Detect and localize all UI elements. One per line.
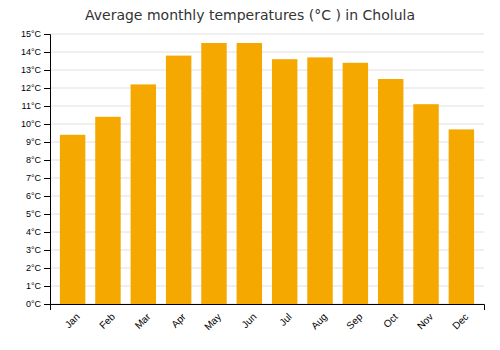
bar — [343, 63, 368, 304]
x-tick-label: May — [202, 311, 223, 332]
x-tick: Sep — [344, 311, 365, 332]
x-tick-label: Mar — [133, 311, 153, 331]
y-tick: 1°C — [26, 281, 50, 291]
bar — [131, 84, 156, 304]
x-tick-label: Aug — [309, 311, 329, 331]
bar — [60, 135, 85, 304]
grid-line — [50, 52, 484, 53]
y-tick-mark — [44, 268, 50, 269]
y-tick-label: 7°C — [26, 173, 42, 183]
y-tick: 6°C — [26, 191, 50, 201]
x-tick-label: Apr — [169, 311, 188, 330]
y-tick-mark — [44, 250, 50, 251]
y-tick-mark — [44, 232, 50, 233]
y-tick: 3°C — [26, 245, 50, 255]
y-tick-label: 1°C — [26, 281, 42, 291]
x-tick: Mar — [133, 311, 153, 331]
y-tick: 13°C — [21, 65, 50, 75]
y-tick: 14°C — [21, 47, 50, 57]
y-tick-mark — [44, 178, 50, 179]
x-tick-label: Nov — [415, 311, 435, 331]
x-tick-label: Dec — [450, 311, 470, 331]
y-tick-mark — [44, 286, 50, 287]
x-axis-line — [51, 305, 485, 311]
y-tick: 7°C — [26, 173, 50, 183]
y-tick: 10°C — [21, 119, 50, 129]
y-tick-mark — [44, 214, 50, 215]
y-tick: 5°C — [26, 209, 50, 219]
y-tick-label: 2°C — [26, 263, 42, 273]
bars — [60, 43, 474, 304]
bar — [307, 57, 332, 304]
y-tick-label: 11°C — [22, 101, 42, 111]
grid-line — [50, 70, 484, 71]
y-tick-mark — [44, 34, 50, 35]
y-tick-mark — [44, 160, 50, 161]
grid-line — [50, 88, 484, 89]
x-tick-label: Sep — [344, 311, 365, 332]
x-tick: Nov — [415, 311, 435, 331]
x-axis: Jan Feb Mar Apr May Jun Jul Aug Sep Oct Nov Dec — [51, 305, 485, 333]
y-tick-label: 5°C — [26, 209, 42, 219]
x-tick: May — [202, 311, 223, 332]
y-tick: 4°C — [26, 227, 50, 237]
x-tick: Jul — [277, 311, 294, 328]
y-tick-label: 9°C — [26, 137, 42, 147]
y-tick: 12°C — [21, 83, 50, 93]
y-tick-label: 0°C — [26, 299, 42, 309]
bar — [413, 104, 438, 304]
bar — [166, 56, 191, 304]
y-tick-label: 10°C — [21, 119, 42, 129]
x-tick: Aug — [309, 311, 329, 331]
x-tick-label: Jun — [239, 311, 258, 330]
x-tick: Dec — [450, 311, 470, 331]
grid-line — [50, 34, 484, 35]
bar — [449, 129, 474, 304]
x-tick-label: Oct — [381, 311, 400, 330]
x-tick: Jan — [63, 311, 82, 330]
y-tick-mark — [44, 70, 50, 71]
y-tick-mark — [44, 106, 50, 107]
x-tick: Jun — [239, 311, 258, 330]
x-tick-label: Jan — [63, 311, 82, 330]
y-axis: 0°C 1°C 2°C 3°C 4°C 5°C 6°C 7°C 8°C 9°C 10°C 11°C 12… — [21, 29, 51, 309]
x-tick-label: Jul — [277, 311, 294, 328]
y-tick-label: 14°C — [21, 47, 42, 57]
y-tick-label: 3°C — [26, 245, 42, 255]
y-tick-label: 6°C — [26, 191, 42, 201]
y-tick-label: 12°C — [21, 83, 42, 93]
x-tick: Oct — [381, 311, 400, 330]
y-tick: 0°C — [26, 299, 50, 309]
x-tick: Feb — [97, 311, 117, 331]
plot: 0°C 1°C 2°C 3°C 4°C 5°C 6°C 7°C 8°C 9°C 10°C 11°C 12… — [21, 29, 485, 332]
y-tick-mark — [44, 52, 50, 53]
bar — [95, 117, 120, 304]
x-tick: Apr — [169, 311, 188, 330]
bar — [378, 79, 403, 304]
grid — [50, 34, 484, 304]
y-tick-label: 8°C — [26, 155, 42, 165]
y-tick: 2°C — [26, 263, 50, 273]
y-tick: 8°C — [26, 155, 50, 165]
chart: Average monthly temperatures (°C ) in Ch… — [0, 0, 500, 350]
bar — [237, 43, 262, 304]
y-tick-label: 4°C — [26, 227, 42, 237]
y-tick: 9°C — [26, 137, 50, 147]
y-tick-label: 15°C — [21, 29, 42, 39]
bar — [272, 59, 297, 304]
y-tick-mark — [44, 88, 50, 89]
y-tick: 15°C — [21, 29, 50, 39]
x-tick-label: Feb — [97, 311, 117, 331]
y-tick-mark — [44, 142, 50, 143]
y-axis-line — [44, 35, 51, 305]
y-tick-mark — [44, 196, 50, 197]
y-tick-mark — [44, 304, 50, 305]
bar — [201, 43, 226, 304]
title: Average monthly temperatures (°C ) in Ch… — [85, 7, 415, 23]
y-tick: 11°C — [22, 101, 50, 111]
y-tick-mark — [44, 124, 50, 125]
y-tick-label: 13°C — [21, 65, 42, 75]
